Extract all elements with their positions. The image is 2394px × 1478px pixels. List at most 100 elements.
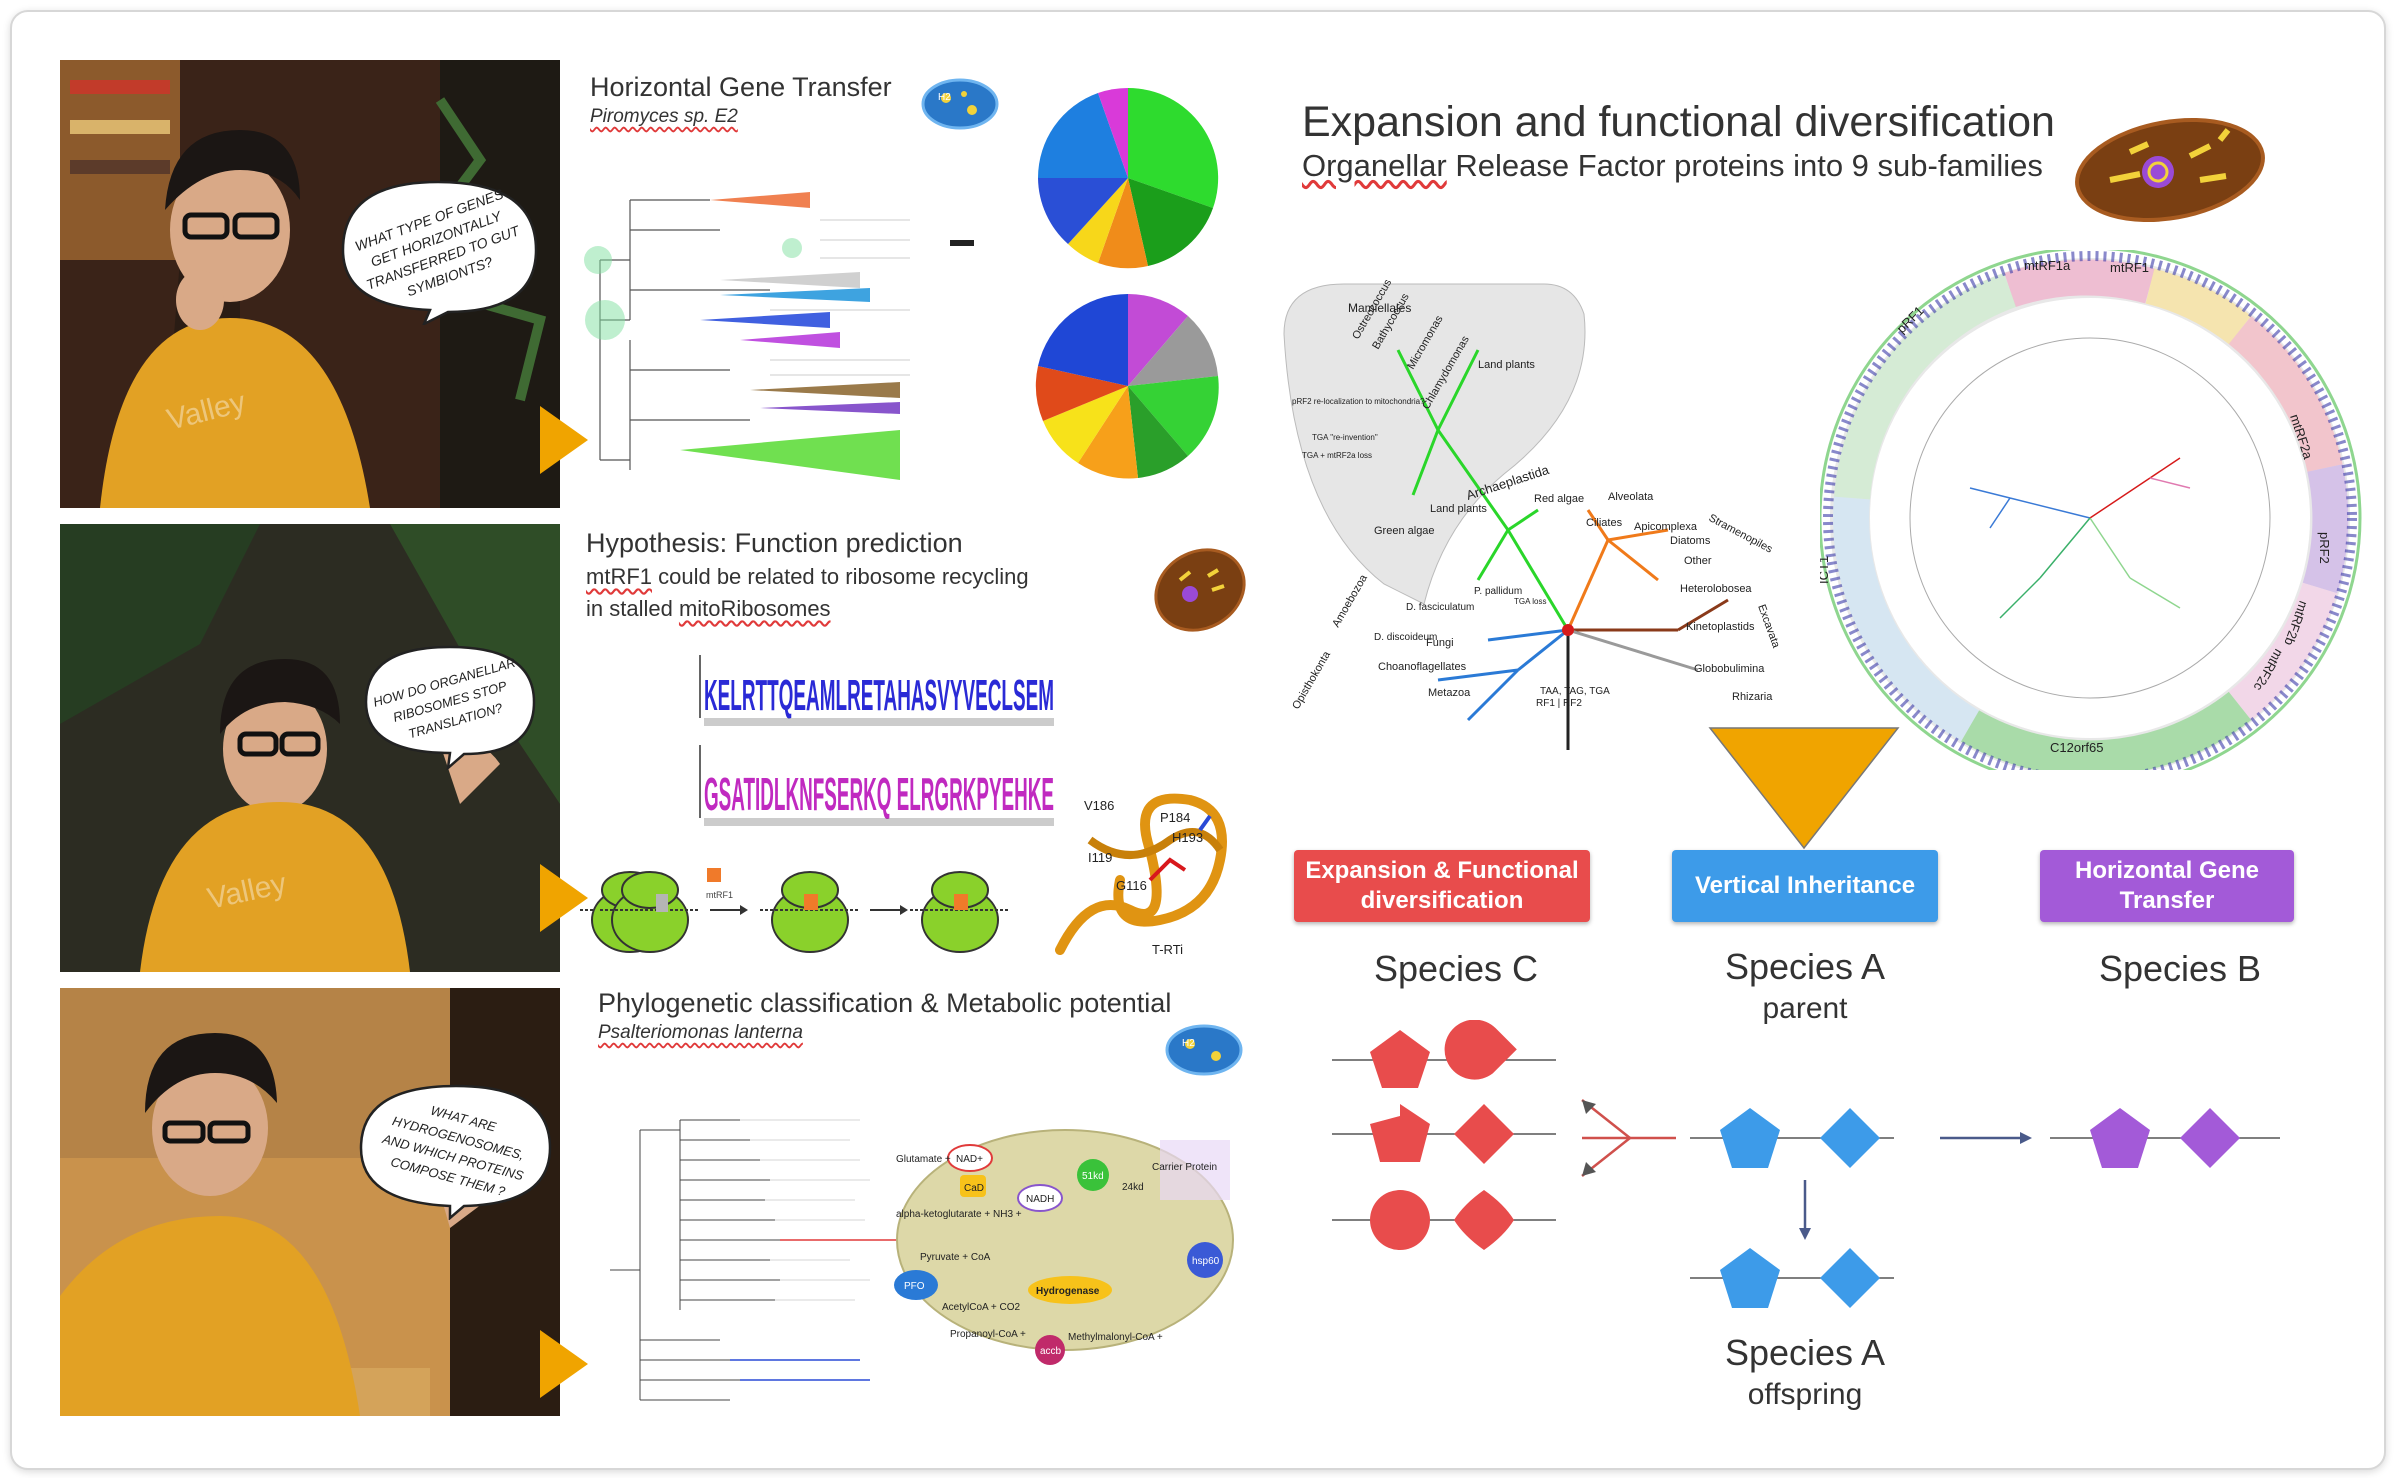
svg-text:Apicomplexa: Apicomplexa xyxy=(1634,521,1698,533)
svg-text:TGA loss: TGA loss xyxy=(1514,597,1546,606)
svg-text:ICT1: ICT1 xyxy=(1820,556,1831,584)
species-a-offspring-sub: offspring xyxy=(1747,1378,1863,1411)
svg-text:pRF2 re-localization to mitoch: pRF2 re-localization to mitochondria? xyxy=(1292,397,1425,406)
svg-text:Globobulimina: Globobulimina xyxy=(1694,663,1765,675)
svg-text:TGA "re-invention": TGA "re-invention" xyxy=(1312,433,1378,442)
svg-text:accb: accb xyxy=(1040,1346,1062,1357)
pointer-arrow-1 xyxy=(540,406,588,474)
species-a-parent-label: Species A xyxy=(1724,946,1886,987)
right-title: Expansion and functional diversification xyxy=(1302,98,2055,146)
panel1-subtitle: Piromyces sp. E2 xyxy=(590,106,738,127)
circular-phylogeny: mtRF1a mtRF1 pRF1 mtRF2a pRF2 mtRF2b mtR… xyxy=(1820,250,2362,770)
hydrogenosome-icon-2: H2 xyxy=(1165,1024,1243,1076)
vertical-inheritance-button[interactable]: Vertical Inheritance xyxy=(1672,850,1938,922)
svg-text:KELRTTQEAMLRETAHASVYVECLSEM: KELRTTQEAMLRETAHASVYVECLSEM xyxy=(704,671,1054,720)
sequence-logo-1: KELRTTQEAMLRETAHASVYVECLSEM xyxy=(699,655,1054,726)
svg-text:Alveolata: Alveolata xyxy=(1608,491,1654,503)
photo-panel-1: Valley xyxy=(60,60,560,508)
svg-text:D. discoideum: D. discoideum xyxy=(1374,632,1437,643)
svg-text:Land plants: Land plants xyxy=(1430,503,1487,515)
svg-text:NAD+: NAD+ xyxy=(956,1154,983,1165)
svg-text:D. fasciculatum: D. fasciculatum xyxy=(1406,602,1474,613)
svg-text:GSATIDLKNFSERKQ ELRGRKPYEHKE: GSATIDLKNFSERKQ ELRGRKPYEHKE xyxy=(704,768,1054,820)
svg-text:Carrier Protein: Carrier Protein xyxy=(1152,1162,1217,1173)
svg-text:G116: G116 xyxy=(1116,878,1147,893)
svg-text:Land plants: Land plants xyxy=(1478,359,1535,371)
mitochondrion-icon xyxy=(2075,117,2265,223)
pointer-arrow-3 xyxy=(540,1330,588,1398)
svg-text:Kinetoplastids: Kinetoplastids xyxy=(1686,621,1755,633)
panel3-title: Phylogenetic classification & Metabolic … xyxy=(598,988,1172,1018)
svg-text:Other: Other xyxy=(1684,555,1712,567)
species-b-label: Species B xyxy=(2098,948,2262,989)
svg-text:mtRF1: mtRF1 xyxy=(706,890,733,900)
svg-text:Red algae: Red algae xyxy=(1534,493,1584,505)
svg-text:Heterolobosea: Heterolobosea xyxy=(1680,583,1752,595)
speech-bubble-1: WHAT TYPE OF GENES GET HORIZONTALLY TRAN… xyxy=(341,180,538,325)
psalteriomonas-tree xyxy=(610,1119,900,1401)
hgt-pie-charts xyxy=(1035,87,1219,479)
species-a-offspring-label: Species A xyxy=(1724,1332,1886,1373)
svg-text:Methylmalonyl-CoA +: Methylmalonyl-CoA + xyxy=(1068,1332,1163,1343)
svg-text:Rhizaria: Rhizaria xyxy=(1732,691,1773,703)
svg-text:C12orf65: C12orf65 xyxy=(2050,740,2103,755)
speech-bubble-2: HOW DO ORGANELLAR RIBOSOMES STOP TRANSLA… xyxy=(364,645,536,770)
svg-text:Excavata: Excavata xyxy=(1755,603,1782,650)
svg-text:mtRF1: mtRF1 xyxy=(2110,260,2149,275)
expansion-diversification-button[interactable]: Expansion & Functional diversification xyxy=(1294,850,1590,922)
protein-structure: V186 P184 H193 I119 G116 T-RTi xyxy=(1055,793,1227,957)
panel3-subtitle: Psalteriomonas lanterna xyxy=(598,1022,803,1043)
svg-text:Amoebozoa: Amoebozoa xyxy=(1330,572,1370,630)
mitochondrion-icon-small xyxy=(1154,548,1246,632)
svg-text:P. pallidum: P. pallidum xyxy=(1474,586,1522,597)
svg-text:V186: V186 xyxy=(1084,798,1114,813)
svg-text:TAA, TAG, TGA: TAA, TAG, TGA xyxy=(1540,686,1610,697)
metabolism-diagram: Glutamate + NAD+ CaD alpha-ketoglutarate… xyxy=(894,1129,1234,1365)
svg-text:NADH: NADH xyxy=(1026,1194,1054,1205)
hydrogenosome-icon: H2 xyxy=(921,78,999,130)
evolution-model-diagram xyxy=(1332,1020,2280,1308)
speech-bubble-3: WHAT ARE HYDROGENOSOMES, AND WHICH PROTE… xyxy=(359,1084,552,1220)
svg-text:Metazoa: Metazoa xyxy=(1428,687,1471,699)
svg-text:Glutamate +: Glutamate + xyxy=(896,1154,951,1165)
species-a-parent-sub: parent xyxy=(1762,992,1848,1025)
svg-text:H193: H193 xyxy=(1172,830,1203,845)
svg-text:AcetylCoA + CO2: AcetylCoA + CO2 xyxy=(942,1302,1021,1313)
panel2-subtitle-line1: mtRF1 could be related to ribosome recyc… xyxy=(586,564,1029,589)
svg-text:24kd: 24kd xyxy=(1122,1182,1144,1193)
svg-text:P184: P184 xyxy=(1160,810,1190,825)
horizontal-gene-transfer-button[interactable]: Horizontal Gene Transfer xyxy=(2040,850,2294,922)
svg-text:Fungi: Fungi xyxy=(1426,637,1454,649)
species-c-label: Species C xyxy=(1373,948,1539,989)
svg-text:T-RTi: T-RTi xyxy=(1152,942,1183,957)
svg-text:Green algae: Green algae xyxy=(1374,525,1435,537)
svg-text:Opisthokonta: Opisthokonta xyxy=(1290,649,1333,712)
svg-text:Diatoms: Diatoms xyxy=(1670,535,1711,547)
svg-text:mtRF1a: mtRF1a xyxy=(2024,258,2071,273)
hgt-phylogenetic-tree xyxy=(584,192,974,480)
svg-text:pRF2: pRF2 xyxy=(2317,532,2332,564)
svg-text:CaD: CaD xyxy=(964,1183,984,1194)
panel2-subtitle-line2: in stalled mitoRibosomes xyxy=(586,596,831,621)
svg-text:hsp60: hsp60 xyxy=(1192,1256,1220,1267)
ribosome-recycling-cartoon: mtRF1 xyxy=(580,868,1010,953)
svg-text:I119: I119 xyxy=(1088,850,1112,865)
sequence-logo-2: GSATIDLKNFSERKQ ELRGRKPYEHKE xyxy=(699,745,1054,826)
svg-text:Stramenopiles: Stramenopiles xyxy=(1707,512,1775,556)
svg-text:Mamiellales: Mamiellales xyxy=(1348,301,1411,315)
svg-text:Ciliates: Ciliates xyxy=(1586,517,1623,529)
svg-text:PFO: PFO xyxy=(904,1281,925,1292)
svg-text:Hydrogenase: Hydrogenase xyxy=(1036,1286,1100,1297)
svg-text:51kd: 51kd xyxy=(1082,1171,1104,1182)
svg-text:H2: H2 xyxy=(938,92,951,103)
svg-text:H2: H2 xyxy=(1182,1038,1195,1049)
pointer-arrow-2 xyxy=(540,864,588,932)
svg-text:Pyruvate + CoA: Pyruvate + CoA xyxy=(920,1252,991,1263)
right-subtitle: Organellar Release Factor proteins into … xyxy=(1302,148,2043,183)
panel1-title: Horizontal Gene Transfer xyxy=(590,72,892,102)
down-pointer-triangle xyxy=(1708,727,1900,850)
svg-text:Choanoflagellates: Choanoflagellates xyxy=(1378,661,1467,673)
svg-text:Propanoyl-CoA +: Propanoyl-CoA + xyxy=(950,1329,1026,1340)
panel2-title: Hypothesis: Function prediction xyxy=(586,528,963,558)
eukaryote-tree: Mamiellales Ostreococcus Bathycoccus Mic… xyxy=(1283,280,1782,750)
